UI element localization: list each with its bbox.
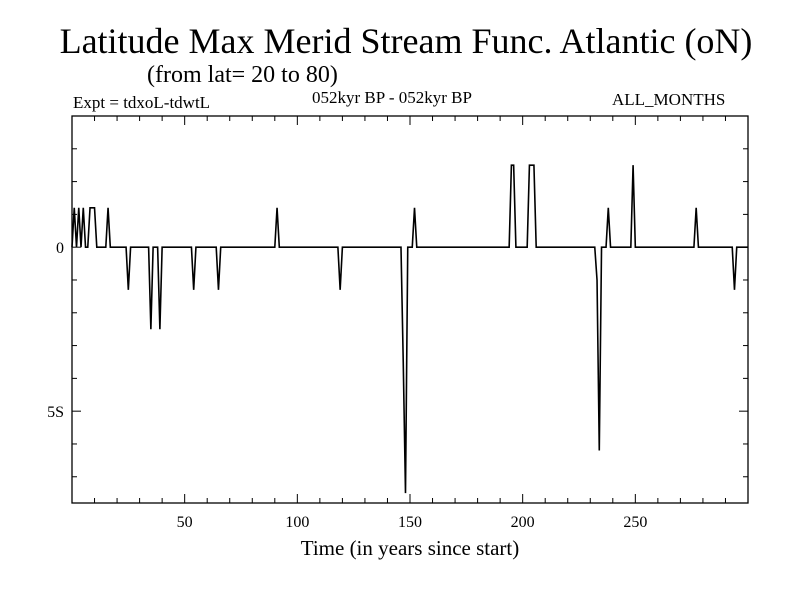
chart-subtitle: (from lat= 20 to 80) <box>147 62 338 88</box>
y-tick-label: 0 <box>56 240 64 257</box>
axis-ticks <box>72 115 748 503</box>
x-tick-label: 250 <box>623 514 647 531</box>
x-tick-label: 50 <box>177 514 193 531</box>
x-tick-label: 200 <box>511 514 535 531</box>
x-tick-label: 150 <box>398 514 422 531</box>
tick-labels: 50 100 150 200 250 0 5S <box>47 240 647 531</box>
plot-frame <box>71 115 749 504</box>
experiment-label: Expt = tdxoL-tdwtL <box>73 93 211 112</box>
x-tick-label: 100 <box>285 514 309 531</box>
x-axis-label: Time (in years since start) <box>301 536 520 560</box>
period-label: 052kyr BP - 052kyr BP <box>312 88 472 107</box>
series-line <box>71 164 748 494</box>
chart-title: Latitude Max Merid Stream Func. Atlantic… <box>59 21 753 61</box>
y-tick-label: 5S <box>47 404 64 421</box>
months-label: ALL_MONTHS <box>612 90 726 109</box>
